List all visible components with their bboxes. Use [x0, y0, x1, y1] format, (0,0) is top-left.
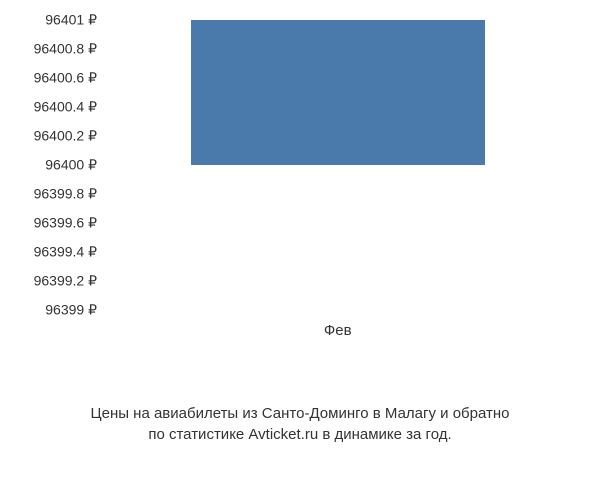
y-tick: 96399 ₽: [2, 302, 97, 319]
plot-area: [105, 20, 580, 310]
y-tick: 96400.2 ₽: [2, 128, 97, 145]
caption-line-2: по статистике Avticket.ru в динамике за …: [0, 424, 600, 445]
y-tick: 96400.4 ₽: [2, 99, 97, 116]
y-tick: 96401 ₽: [2, 12, 97, 29]
caption-line-1: Цены на авиабилеты из Санто-Доминго в Ма…: [0, 403, 600, 424]
y-tick: 96399.8 ₽: [2, 186, 97, 203]
y-axis: 96401 ₽ 96400.8 ₽ 96400.6 ₽ 96400.4 ₽ 96…: [0, 20, 105, 310]
y-tick: 96399.2 ₽: [2, 273, 97, 290]
y-tick: 96399.6 ₽: [2, 215, 97, 232]
y-tick: 96400.8 ₽: [2, 41, 97, 58]
y-tick: 96399.4 ₽: [2, 244, 97, 261]
x-axis-label: Фев: [324, 322, 352, 339]
chart-caption: Цены на авиабилеты из Санто-Доминго в Ма…: [0, 403, 600, 445]
y-tick: 96400.6 ₽: [2, 70, 97, 87]
bar: [191, 20, 486, 165]
chart-container: 96401 ₽ 96400.8 ₽ 96400.6 ₽ 96400.4 ₽ 96…: [0, 0, 600, 500]
y-tick: 96400 ₽: [2, 157, 97, 174]
